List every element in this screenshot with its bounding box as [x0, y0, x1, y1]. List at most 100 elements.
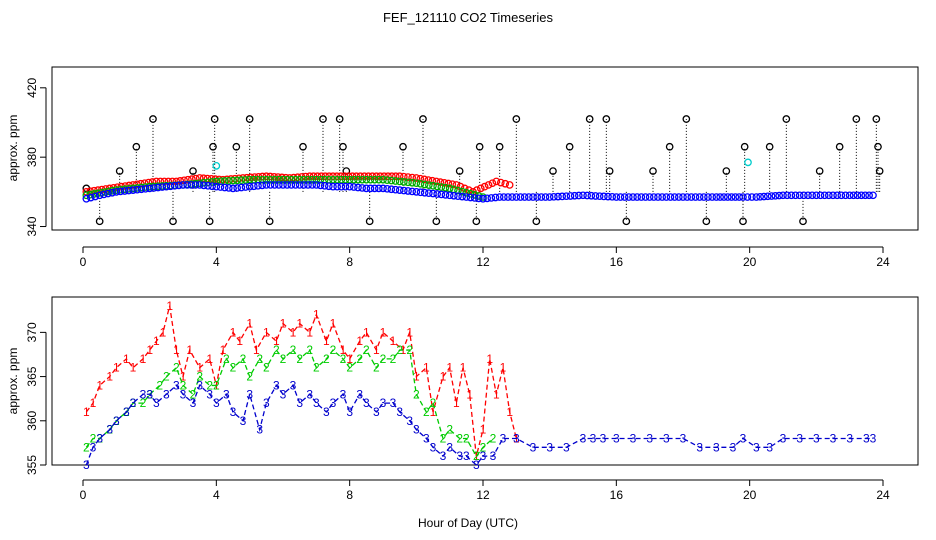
bottom-series-1-marker: 1 — [186, 343, 193, 357]
top-ch3-point — [861, 191, 870, 200]
top-x-tick-label: 4 — [213, 255, 220, 269]
top-ch3-point — [604, 192, 612, 201]
top-ch1-point — [484, 181, 493, 189]
bottom-series-2-marker: 2 — [380, 352, 387, 366]
bottom-series-1-marker: 1 — [500, 361, 507, 375]
bottom-series-1-marker: 1 — [166, 299, 173, 313]
top-ch3-point — [637, 193, 646, 201]
bottom-series-2-marker: 2 — [430, 396, 437, 410]
top-ch3-point — [249, 182, 258, 191]
top-ch3-point — [849, 191, 858, 200]
bottom-plot-frame — [51, 296, 919, 466]
top-ch3-point — [479, 194, 487, 203]
top-ch3-point — [166, 182, 175, 191]
bottom-series-1-marker: 1 — [113, 361, 120, 375]
top-ch3-point — [645, 193, 654, 201]
top-ch3-point — [487, 194, 496, 202]
bottom-series-2-marker: 2 — [356, 352, 363, 366]
bottom-series-3-marker: 3 — [196, 378, 203, 392]
top-ch3-point — [583, 191, 592, 200]
top-ch3-point — [795, 191, 804, 200]
bottom-series-1-marker: 1 — [406, 325, 413, 339]
bottom-series-3-marker: 3 — [413, 423, 420, 437]
top-ch3-point — [116, 187, 125, 196]
top-ch3-point — [541, 193, 550, 201]
top-ch3-point — [245, 182, 254, 191]
bottom-series-3-marker: 3 — [490, 449, 497, 463]
top-ch2-point — [379, 175, 387, 184]
bottom-series-3-marker: 3 — [280, 387, 287, 401]
bottom-series-3-marker: 3 — [740, 431, 747, 445]
top-raw-point — [875, 167, 884, 175]
bottom-series-3-marker: 3 — [380, 396, 387, 410]
top-ch3-point — [683, 193, 692, 201]
top-raw-point — [115, 167, 124, 175]
bottom-series-3-marker: 3 — [323, 405, 330, 419]
top-ch3-point — [308, 181, 317, 189]
top-ch3-point — [237, 183, 246, 192]
top-ch1-point — [388, 172, 396, 181]
top-ch2-point — [412, 179, 421, 188]
top-ch1-point — [168, 177, 177, 186]
top-ch3-point — [229, 184, 237, 193]
bottom-series-2-marker: 2 — [173, 361, 180, 375]
bottom-series-1-marker: 1 — [313, 308, 320, 322]
bottom-series-3-marker: 3 — [313, 396, 320, 410]
top-x-tick-label: 8 — [346, 255, 353, 269]
top-ch3-point — [466, 193, 475, 202]
bottom-series-1-marker: 1 — [493, 387, 500, 401]
top-raw-point — [740, 142, 749, 151]
top-ch3-point — [739, 193, 747, 201]
top-ch3-point — [233, 184, 242, 192]
top-ch3-point — [420, 188, 429, 197]
top-ch3-point — [512, 193, 521, 201]
bottom-series-3-marker: 3 — [113, 414, 120, 428]
top-ch1-point — [488, 179, 497, 188]
top-ch1-point — [412, 174, 421, 182]
bottom-x-tick-label: 8 — [346, 488, 353, 502]
top-ch3-point — [86, 193, 95, 202]
top-ch3-point — [291, 181, 300, 189]
top-ch3-point — [170, 181, 179, 190]
bottom-x-tick-label: 24 — [876, 488, 890, 502]
top-raw-point — [169, 217, 177, 226]
bottom-series-1-marker: 1 — [466, 387, 473, 401]
top-ch3-point — [520, 193, 529, 201]
bottom-series-3-marker: 3 — [530, 440, 537, 454]
top-cyan-point — [744, 158, 752, 167]
top-ch2-point — [383, 176, 392, 184]
top-ch3-point — [629, 193, 637, 201]
top-ch3-point — [320, 181, 329, 190]
top-ch2-point — [399, 178, 408, 186]
bottom-series-2-marker: 2 — [230, 361, 237, 375]
bottom-series-1-marker: 1 — [160, 325, 167, 339]
bottom-series-2-marker: 2 — [140, 396, 147, 410]
bottom-series-1-marker: 1 — [330, 317, 337, 331]
top-ch3-point — [829, 191, 837, 200]
bottom-series-2-marker: 2 — [390, 352, 397, 366]
bottom-series-2-marker: 2 — [313, 361, 320, 375]
top-ch3-point — [366, 184, 375, 193]
top-raw-point — [132, 142, 141, 151]
top-raw-point — [565, 142, 574, 151]
top-ch3-point — [383, 184, 392, 193]
bottom-series-2-marker: 2 — [373, 361, 380, 375]
top-ch2-point — [304, 175, 312, 184]
bottom-series-1-marker: 1 — [263, 325, 270, 339]
top-ch2-point — [416, 179, 425, 188]
top-ch3-point — [595, 192, 604, 201]
top-ch3-point — [620, 193, 629, 201]
top-ch3-point — [187, 181, 196, 189]
top-ch1-point — [199, 174, 208, 183]
top-ch3-point — [283, 181, 292, 189]
bottom-series-3-marker: 3 — [766, 440, 773, 454]
top-ch3-point — [666, 193, 675, 201]
bottom-series-3-marker: 3 — [780, 431, 787, 445]
top-ch3-point — [462, 193, 471, 201]
top-raw-point — [95, 217, 104, 226]
top-ch3-point — [387, 185, 396, 194]
top-ch3-point — [408, 187, 417, 196]
top-ch3-point — [771, 191, 780, 200]
top-ch3-point — [179, 181, 187, 189]
top-ch3-point — [599, 192, 608, 201]
